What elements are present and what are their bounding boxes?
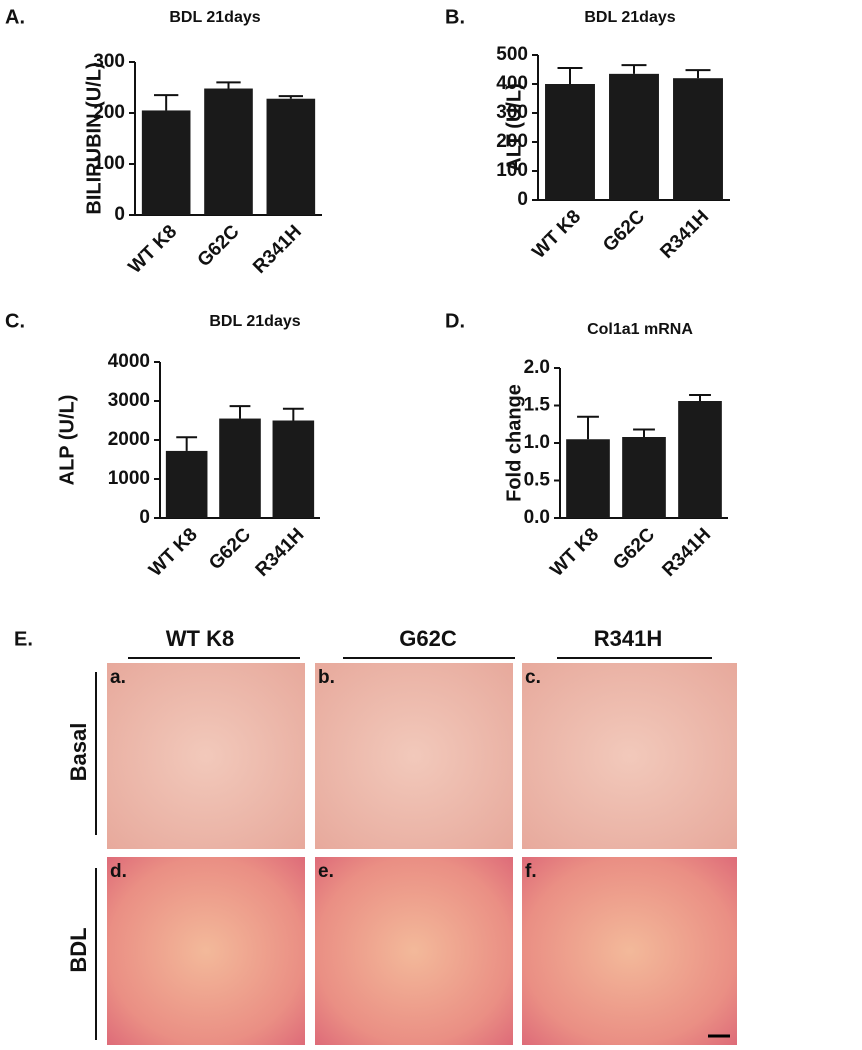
chart-title: BDL 21days bbox=[169, 9, 260, 26]
y-axis-label: ALP (U/L) bbox=[56, 395, 78, 486]
panel-label: E. bbox=[14, 628, 33, 650]
row-label: Basal bbox=[66, 723, 91, 782]
y-tick-label: 400 bbox=[496, 73, 528, 94]
micrograph bbox=[107, 663, 305, 849]
y-tick-label: 500 bbox=[496, 44, 528, 65]
x-tick-label: G62C bbox=[194, 221, 244, 271]
micrograph bbox=[315, 857, 513, 1045]
bar bbox=[622, 437, 666, 518]
x-tick-label: WT K8 bbox=[145, 524, 202, 581]
y-axis-label: Fold change bbox=[503, 384, 525, 502]
x-tick-label: R341H bbox=[252, 524, 309, 581]
x-tick-label: G62C bbox=[205, 524, 255, 574]
chart-title: BDL 21days bbox=[209, 313, 300, 330]
column-label: G62C bbox=[399, 626, 457, 651]
micrograph bbox=[107, 857, 305, 1045]
bar bbox=[609, 73, 659, 200]
y-tick-label: 1.5 bbox=[524, 395, 551, 416]
y-tick-label: 300 bbox=[93, 51, 125, 72]
y-tick-label: 0.5 bbox=[524, 470, 551, 491]
subpanel-label: e. bbox=[318, 861, 334, 882]
x-tick-label: WT K8 bbox=[546, 524, 603, 581]
y-tick-label: 1000 bbox=[108, 468, 150, 489]
bar bbox=[165, 450, 208, 518]
bar bbox=[266, 98, 316, 215]
micrograph bbox=[522, 857, 737, 1045]
y-tick-label: 200 bbox=[93, 102, 125, 123]
x-tick-label: WT K8 bbox=[125, 221, 182, 278]
x-tick-label: R341H bbox=[658, 524, 715, 581]
x-tick-label: R341H bbox=[656, 206, 713, 263]
y-tick-label: 0 bbox=[517, 189, 528, 210]
bar bbox=[219, 418, 261, 518]
y-tick-label: 0.0 bbox=[524, 507, 550, 528]
x-tick-label: G62C bbox=[599, 206, 649, 256]
y-axis-label: ALT (U/L) bbox=[503, 83, 525, 172]
panel-label: B. bbox=[445, 6, 465, 28]
micrograph bbox=[315, 663, 513, 849]
bar bbox=[141, 110, 191, 215]
subpanel-label: d. bbox=[110, 861, 127, 882]
subpanel-label: a. bbox=[110, 667, 126, 688]
bar bbox=[545, 84, 595, 200]
y-tick-label: 100 bbox=[496, 160, 528, 181]
subpanel-label: b. bbox=[318, 667, 335, 688]
panel-label: A. bbox=[5, 6, 25, 28]
y-tick-label: 1.0 bbox=[524, 432, 550, 453]
y-tick-label: 4000 bbox=[108, 351, 150, 372]
bar bbox=[272, 420, 315, 518]
x-tick-label: WT K8 bbox=[528, 206, 585, 263]
y-tick-label: 3000 bbox=[108, 390, 150, 411]
subpanel-label: f. bbox=[525, 861, 537, 882]
micrograph bbox=[522, 663, 737, 849]
row-label: BDL bbox=[66, 927, 91, 972]
bar bbox=[566, 439, 610, 518]
histology-panel: E. WT K8 G62C R341H Basal BDL a. b. c. d… bbox=[14, 626, 737, 1045]
y-tick-label: 200 bbox=[496, 131, 528, 152]
column-label: WT K8 bbox=[166, 626, 234, 651]
y-tick-label: 2.0 bbox=[524, 357, 550, 378]
y-tick-label: 300 bbox=[496, 102, 528, 123]
chart-title: Col1a1 mRNA bbox=[587, 321, 693, 338]
y-tick-label: 0 bbox=[139, 507, 150, 528]
y-tick-label: 100 bbox=[93, 153, 125, 174]
bar bbox=[673, 78, 723, 200]
subpanel-label: c. bbox=[525, 667, 541, 688]
bar bbox=[204, 88, 253, 215]
y-axis-label: BILIRUBIN (U/L) bbox=[83, 62, 105, 214]
y-tick-label: 2000 bbox=[108, 429, 150, 450]
y-tick-label: 0 bbox=[114, 204, 125, 225]
panel-label: C. bbox=[5, 310, 25, 332]
chart-title: BDL 21days bbox=[584, 9, 675, 26]
panel-label: D. bbox=[445, 310, 465, 332]
x-tick-label: G62C bbox=[609, 524, 659, 574]
x-tick-label: R341H bbox=[249, 221, 306, 278]
column-label: R341H bbox=[594, 626, 662, 651]
bar bbox=[678, 401, 722, 518]
